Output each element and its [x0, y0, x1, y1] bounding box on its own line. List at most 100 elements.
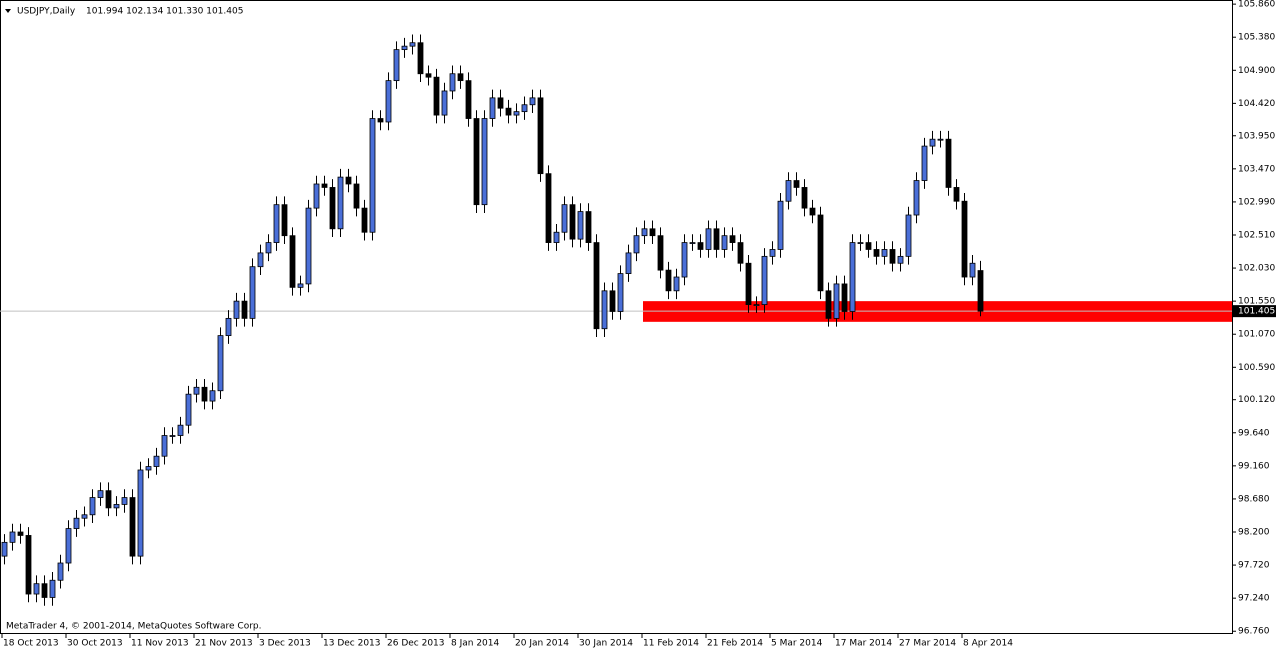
- candle-body: [577, 211, 584, 240]
- x-tick-label: 8 Jan 2014: [451, 639, 499, 649]
- last-price-box: [1233, 305, 1276, 318]
- candle-body: [609, 290, 616, 312]
- candle-body: [417, 42, 424, 75]
- candle-body: [561, 204, 568, 233]
- candle-body: [929, 138, 936, 147]
- candle-body: [425, 73, 432, 78]
- candle-body: [569, 204, 576, 240]
- candle-body: [409, 42, 416, 47]
- y-tick-label: 100.120: [1238, 395, 1275, 405]
- candle-body: [505, 107, 512, 116]
- candle-body: [761, 255, 768, 305]
- x-tick-label: 3 Dec 2013: [259, 639, 311, 649]
- candle-body: [617, 273, 624, 312]
- candle-body: [689, 242, 696, 244]
- x-tick-label: 21 Feb 2014: [707, 639, 763, 649]
- candle-body: [153, 455, 160, 467]
- candle-body: [841, 283, 848, 312]
- candle-body: [769, 249, 776, 257]
- candle-body: [1, 541, 8, 557]
- candle-body: [793, 180, 800, 188]
- candle-body: [49, 579, 56, 598]
- candle-body: [377, 118, 384, 123]
- candle-body: [225, 317, 232, 337]
- candle-body: [169, 435, 176, 437]
- y-tick-label: 99.160: [1238, 461, 1270, 471]
- y-tick-label: 99.640: [1238, 428, 1270, 438]
- candle-body: [745, 262, 752, 305]
- candle-body: [81, 514, 88, 519]
- y-tick-label: 102.990: [1238, 197, 1275, 207]
- candle-body: [777, 200, 784, 250]
- candle-body: [969, 262, 976, 278]
- candle-body: [193, 386, 200, 395]
- candle-body: [33, 583, 40, 595]
- candle-body: [25, 535, 32, 595]
- y-tick-label: 97.720: [1238, 561, 1270, 571]
- candle-body: [977, 270, 984, 312]
- last-price-label: 101.405: [1238, 307, 1275, 317]
- candle-body: [873, 249, 880, 257]
- candle-body: [233, 300, 240, 319]
- candle-body: [313, 183, 320, 209]
- candle-body: [825, 290, 832, 319]
- candle-body: [817, 214, 824, 292]
- candle-body: [809, 207, 816, 216]
- candle-body: [257, 252, 264, 268]
- x-tick-label: 5 Mar 2014: [771, 639, 823, 649]
- candle-body: [737, 242, 744, 264]
- x-tick-label: 30 Oct 2013: [67, 639, 123, 649]
- candle-body: [593, 242, 600, 330]
- candle-body: [393, 49, 400, 82]
- candle-body: [945, 138, 952, 188]
- candle-body: [353, 183, 360, 209]
- y-tick-label: 97.240: [1238, 594, 1270, 604]
- x-tick-label: 30 Jan 2014: [579, 639, 633, 649]
- candle-body: [537, 97, 544, 175]
- candle-body: [889, 249, 896, 264]
- candle-body: [209, 390, 216, 402]
- candle-body: [17, 531, 24, 536]
- candle-body: [297, 283, 304, 288]
- y-tick-label: 102.510: [1238, 230, 1275, 240]
- candle-body: [137, 469, 144, 557]
- candle-body: [801, 187, 808, 209]
- candle-body: [449, 73, 456, 92]
- candle-body: [521, 104, 528, 113]
- candle-body: [913, 180, 920, 216]
- candle-body: [129, 497, 136, 557]
- footer: MetaTrader 4, © 2001-2014, MetaQuotes So…: [6, 622, 262, 632]
- candle-body: [529, 97, 536, 106]
- candle-body: [785, 180, 792, 202]
- y-tick-label: 102.030: [1238, 264, 1275, 274]
- candle-body: [857, 242, 864, 244]
- candle-body: [105, 490, 112, 509]
- candle-body: [665, 269, 672, 292]
- x-tick-label: 20 Jan 2014: [515, 639, 569, 649]
- candle-body: [649, 228, 656, 237]
- y-tick-label: 105.380: [1238, 33, 1275, 43]
- candle-body: [833, 283, 840, 319]
- plot-area: [0, 34, 1232, 606]
- candle-body: [497, 97, 504, 109]
- candle-body: [329, 187, 336, 230]
- y-tick-label: 101.550: [1238, 297, 1275, 307]
- ohlc-label: 101.994 102.134 101.330 101.405: [86, 7, 243, 17]
- x-tick-label: 13 Dec 2013: [323, 639, 381, 649]
- candle-body: [457, 73, 464, 82]
- candle-body: [921, 145, 928, 181]
- candle-body: [713, 228, 720, 250]
- candle-body: [289, 235, 296, 288]
- candle-body: [161, 435, 168, 457]
- candle-body: [729, 235, 736, 243]
- candle-body: [553, 231, 560, 243]
- candle-body: [937, 138, 944, 141]
- candle-body: [641, 228, 648, 237]
- candle-body: [65, 528, 72, 564]
- x-tick-label: 11 Feb 2014: [643, 639, 699, 649]
- candle-body: [241, 300, 248, 319]
- candle-body: [697, 242, 704, 250]
- candle-body: [601, 290, 608, 330]
- candle-body: [97, 490, 104, 498]
- x-tick-label: 26 Dec 2013: [387, 639, 445, 649]
